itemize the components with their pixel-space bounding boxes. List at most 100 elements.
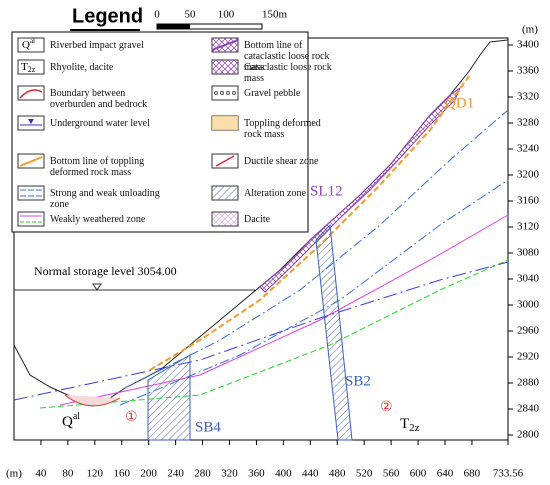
legend-label: Riverbed impact gravel bbox=[50, 40, 144, 51]
l bbox=[211, 39, 239, 51]
y-tick-label: 3000 bbox=[517, 299, 540, 311]
cataclastic-zone bbox=[259, 86, 462, 293]
y-tick-label: 3320 bbox=[517, 91, 540, 103]
fill bbox=[212, 186, 238, 200]
fill bbox=[212, 116, 238, 130]
y-tick-label: 2800 bbox=[517, 429, 540, 441]
legend-symbol-text: T2z bbox=[21, 61, 36, 74]
storage-level: Normal storage level 3054.00 bbox=[34, 264, 177, 278]
label-t2z: T2z bbox=[400, 416, 420, 433]
legend-label: Alteration zone bbox=[244, 188, 306, 199]
fill bbox=[212, 212, 238, 226]
y-tick-label: 3200 bbox=[517, 169, 540, 181]
y-tick-label: 2920 bbox=[517, 351, 540, 363]
label-sl12: SL12 bbox=[310, 183, 343, 199]
legend-symbol bbox=[17, 85, 45, 101]
sb4-zone bbox=[147, 354, 191, 441]
l bbox=[19, 89, 43, 99]
y-tick-label: 3400 bbox=[517, 39, 540, 51]
label-qal: Qal bbox=[62, 411, 80, 430]
x-tick-label: 640 bbox=[437, 468, 454, 480]
y-tick-label: 3080 bbox=[517, 247, 540, 259]
y-tick-label: 2880 bbox=[517, 377, 540, 389]
x-tick-label: 600 bbox=[410, 468, 427, 480]
symbol-sup: al bbox=[30, 37, 35, 45]
y-tick-label: 3120 bbox=[517, 221, 540, 233]
x-tick-label: 480 bbox=[329, 468, 346, 480]
x-tick-label: 240 bbox=[167, 468, 184, 480]
legend-symbol bbox=[17, 211, 45, 227]
dot bbox=[226, 91, 230, 95]
x-tick-label: 120 bbox=[87, 468, 104, 480]
x-tick-label: 320 bbox=[221, 468, 238, 480]
legend-symbol bbox=[17, 59, 45, 75]
x-tick-label: 520 bbox=[356, 468, 373, 480]
weathered-line bbox=[59, 214, 509, 406]
symbol-base: T bbox=[21, 61, 28, 73]
y-tick-label: 3240 bbox=[517, 143, 540, 155]
legend-symbol bbox=[211, 85, 239, 101]
legend-label: Toppling deformed rock mass bbox=[244, 118, 321, 140]
scale-label: 150m bbox=[262, 9, 288, 21]
legend-label: Weakly weathered zone bbox=[50, 214, 146, 225]
x-tick-label: 680 bbox=[464, 468, 481, 480]
gravel-deposit bbox=[64, 394, 121, 407]
unloading-line bbox=[119, 179, 509, 406]
legend-symbol bbox=[17, 37, 45, 53]
legend-symbol-text: Qal bbox=[22, 37, 35, 51]
legend-label: Gravel pebble bbox=[244, 88, 301, 99]
label-sb4: SB4 bbox=[195, 419, 221, 435]
x-tick-label: 440 bbox=[302, 468, 319, 480]
y-tick-label: 3160 bbox=[517, 195, 540, 207]
symbol-sub: 2z bbox=[28, 65, 36, 74]
label-sb2: SB2 bbox=[345, 373, 371, 389]
sb2-zone bbox=[315, 223, 353, 441]
symbol-base: Q bbox=[22, 39, 30, 51]
dot bbox=[220, 91, 224, 95]
x-tick-label: 80 bbox=[62, 468, 74, 480]
fill bbox=[212, 60, 238, 74]
label-zone2: ② bbox=[380, 400, 393, 415]
x-tick-label: 280 bbox=[194, 468, 211, 480]
scale-bar-fill bbox=[157, 24, 190, 29]
x-tick-label: 160 bbox=[113, 468, 130, 480]
dot bbox=[214, 91, 218, 95]
qal-sup: al bbox=[73, 411, 80, 422]
legend-label: Bottom line of cataclastic loose rock ma… bbox=[244, 40, 330, 73]
legend-box bbox=[11, 31, 309, 233]
qal-base: Q bbox=[62, 414, 73, 430]
x-axis-unit: (m) bbox=[6, 468, 22, 480]
y-tick-label: 3360 bbox=[517, 65, 540, 77]
storage-marker bbox=[92, 283, 102, 291]
scale-label: 0 bbox=[154, 9, 160, 21]
x-tick-label: 200 bbox=[140, 468, 157, 480]
x-tick-label: 360 bbox=[248, 468, 265, 480]
legend-label: Cataclastic loose rock mass bbox=[244, 62, 332, 84]
y-axis-unit: (m) bbox=[522, 24, 538, 36]
legend-label: Boundary between overburden and bedrock bbox=[50, 88, 148, 110]
legend-label: Bottom line of toppling deformed rock ma… bbox=[50, 156, 145, 178]
scale-label: 100 bbox=[218, 9, 235, 21]
legend-label: Ductile shear zone bbox=[244, 156, 319, 167]
t2z-base: T bbox=[400, 416, 409, 432]
y-tick-label: 2960 bbox=[517, 325, 540, 337]
x-tick-label: 560 bbox=[383, 468, 400, 480]
l bbox=[28, 119, 34, 124]
y-tick-label: 2840 bbox=[517, 403, 540, 415]
l bbox=[19, 156, 43, 167]
legend-label: Dacite bbox=[244, 214, 271, 225]
x-tick-label: 733.56 bbox=[493, 468, 524, 480]
x-tick-label: 400 bbox=[275, 468, 292, 480]
unloading-line bbox=[124, 109, 509, 389]
legend-label: Underground water level bbox=[50, 118, 150, 129]
label-zone1: ① bbox=[125, 410, 138, 425]
y-tick-label: 3280 bbox=[517, 117, 540, 129]
l bbox=[215, 155, 235, 167]
t2z-sub: 2z bbox=[409, 422, 420, 434]
legend-symbol bbox=[17, 185, 45, 201]
legend-label: Strong and weak unloading zone bbox=[50, 188, 160, 210]
x-tick-label: 40 bbox=[35, 468, 47, 480]
legend-title: Legend bbox=[72, 5, 143, 27]
